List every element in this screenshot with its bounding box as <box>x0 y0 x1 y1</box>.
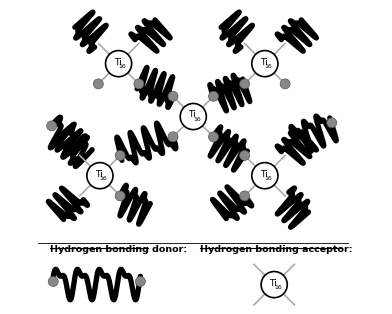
Text: Ti: Ti <box>189 111 196 120</box>
Circle shape <box>252 163 278 189</box>
Circle shape <box>240 79 250 89</box>
Circle shape <box>252 51 278 77</box>
Text: 16: 16 <box>265 176 272 181</box>
Text: 16: 16 <box>193 117 201 122</box>
Text: Ti: Ti <box>260 170 268 179</box>
Text: Hydrogen bonding acceptor:: Hydrogen bonding acceptor: <box>200 245 352 254</box>
Circle shape <box>168 91 178 101</box>
Circle shape <box>280 79 290 89</box>
Circle shape <box>327 118 337 128</box>
Circle shape <box>240 150 250 160</box>
Circle shape <box>261 272 287 298</box>
Circle shape <box>180 104 206 130</box>
Text: Hydrogen bonding donor:: Hydrogen bonding donor: <box>50 245 187 254</box>
Text: 16: 16 <box>100 176 107 181</box>
Circle shape <box>240 191 250 201</box>
Circle shape <box>115 150 125 160</box>
Circle shape <box>209 132 218 142</box>
Circle shape <box>87 163 113 189</box>
Circle shape <box>48 277 58 286</box>
Circle shape <box>47 121 57 131</box>
Circle shape <box>135 277 145 286</box>
Text: 16: 16 <box>265 64 272 69</box>
Circle shape <box>115 191 125 201</box>
Circle shape <box>209 91 218 101</box>
Text: Ti: Ti <box>95 170 103 179</box>
Text: Ti: Ti <box>269 279 277 288</box>
Text: Ti: Ti <box>260 57 268 67</box>
Circle shape <box>134 79 144 89</box>
Text: 16: 16 <box>274 285 282 290</box>
Text: Ti: Ti <box>114 57 122 67</box>
Circle shape <box>168 132 178 142</box>
Circle shape <box>105 51 132 77</box>
Text: 16: 16 <box>118 64 126 69</box>
Circle shape <box>93 79 103 89</box>
